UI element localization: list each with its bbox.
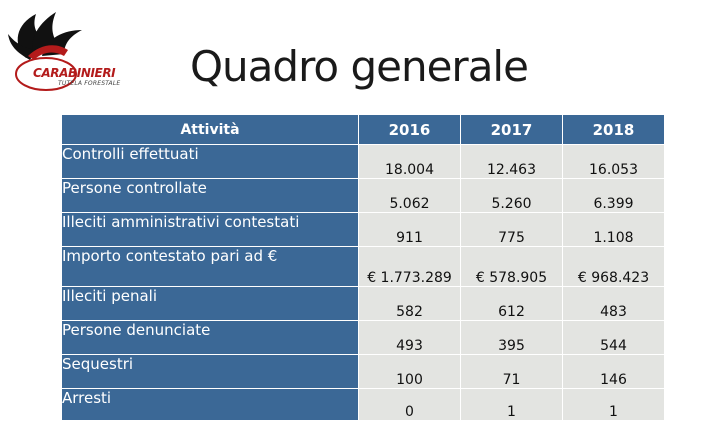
table-row: Illeciti amministrativi contestati 911 7… [61, 212, 665, 247]
page-title: Quadro generale [190, 42, 529, 91]
carabinieri-logo: CARABINIERI TUTELA FORESTALE [6, 4, 124, 96]
table-row: Importo contestato pari ad € € 1.773.289… [61, 246, 665, 287]
row-label: Illeciti amministrativi contestati [61, 212, 359, 247]
cell-2018: 544 [562, 320, 665, 355]
cell-2017: 612 [460, 286, 563, 321]
cell-2018: € 968.423 [562, 246, 665, 287]
row-label: Persone controllate [61, 178, 359, 213]
column-header-activity: Attività [61, 114, 359, 145]
table-row: Sequestri 100 71 146 [61, 354, 665, 389]
cell-2016: 493 [358, 320, 461, 355]
row-label: Illeciti penali [61, 286, 359, 321]
cell-2016: 5.062 [358, 178, 461, 213]
row-label: Importo contestato pari ad € [61, 246, 359, 287]
cell-2017: 1 [460, 388, 563, 421]
logo-subtitle: TUTELA FORESTALE [58, 80, 121, 87]
column-header-2016: 2016 [358, 114, 461, 145]
cell-2016: 582 [358, 286, 461, 321]
cell-2017: 71 [460, 354, 563, 389]
cell-2017: 5.260 [460, 178, 563, 213]
logo-name: CARABINIERI [33, 66, 116, 80]
cell-2018: 146 [562, 354, 665, 389]
row-label: Persone denunciate [61, 320, 359, 355]
cell-2018: 6.399 [562, 178, 665, 213]
column-header-2018: 2018 [562, 114, 665, 145]
table-row: Illeciti penali 582 612 483 [61, 286, 665, 321]
cell-2017: 12.463 [460, 144, 563, 179]
cell-2016: 18.004 [358, 144, 461, 179]
row-label: Controlli effettuati [61, 144, 359, 179]
cell-2018: 1.108 [562, 212, 665, 247]
cell-2016: 911 [358, 212, 461, 247]
column-header-2017: 2017 [460, 114, 563, 145]
table-row: Persone denunciate 493 395 544 [61, 320, 665, 355]
flame-grenade-icon [8, 12, 82, 91]
data-table: Attività 2016 2017 2018 Controlli effett… [61, 114, 665, 421]
cell-2017: € 578.905 [460, 246, 563, 287]
table-row: Arresti 0 1 1 [61, 388, 665, 421]
table-row: Controlli effettuati 18.004 12.463 16.05… [61, 144, 665, 179]
table-header-row: Attività 2016 2017 2018 [61, 114, 665, 145]
cell-2017: 395 [460, 320, 563, 355]
cell-2018: 483 [562, 286, 665, 321]
cell-2018: 1 [562, 388, 665, 421]
cell-2018: 16.053 [562, 144, 665, 179]
table-row: Persone controllate 5.062 5.260 6.399 [61, 178, 665, 213]
row-label: Arresti [61, 388, 359, 421]
cell-2016: € 1.773.289 [358, 246, 461, 287]
cell-2016: 0 [358, 388, 461, 421]
row-label: Sequestri [61, 354, 359, 389]
cell-2017: 775 [460, 212, 563, 247]
cell-2016: 100 [358, 354, 461, 389]
